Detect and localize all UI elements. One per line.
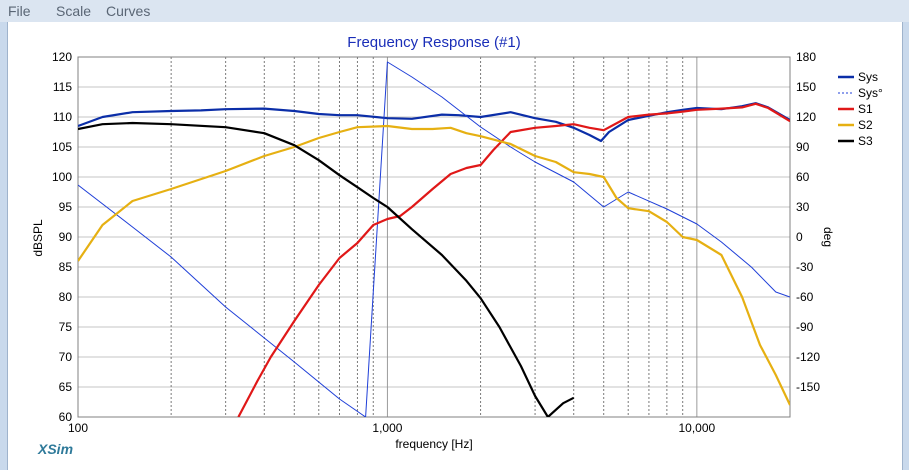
legend-label: Sys° <box>858 86 883 100</box>
legend: Sys Sys° S1 S2 S3 <box>838 70 883 148</box>
series-line-1 <box>78 102 790 143</box>
y2-tick-label: -150 <box>796 380 820 394</box>
series-line-4 <box>78 124 790 406</box>
window-frame-left <box>0 22 8 470</box>
right-axis-tick-labels: -150 -120 -90 -60 -30 0 30 60 90 120 150 180 <box>796 50 820 394</box>
legend-label: S1 <box>858 102 873 116</box>
y-axis-label: dBSPL <box>31 219 45 257</box>
left-axis-tick-labels: 60 65 70 75 80 85 90 95 100 105 110 115 120 <box>52 50 72 424</box>
y-tick-label: 105 <box>52 140 72 154</box>
y-tick-label: 120 <box>52 50 72 64</box>
y2-axis-label: deg <box>821 227 835 247</box>
y2-tick-label: 60 <box>796 170 810 184</box>
y-tick-label: 70 <box>59 350 73 364</box>
y2-tick-label: -120 <box>796 350 820 364</box>
y2-tick-label: 90 <box>796 140 810 154</box>
y2-tick-label: -30 <box>796 260 814 274</box>
y-tick-label: 115 <box>53 80 72 94</box>
menu-curves[interactable]: Curves <box>106 3 151 19</box>
y-tick-label: 90 <box>59 230 73 244</box>
x-tick-label: 100 <box>68 421 88 435</box>
y2-tick-label: -90 <box>796 320 814 334</box>
window-frame-right <box>902 22 909 470</box>
y2-tick-label: 150 <box>796 80 816 94</box>
menu-file[interactable]: File <box>8 3 31 19</box>
xsim-logo: XSim <box>38 441 74 457</box>
legend-label: Sys <box>858 70 878 84</box>
y2-tick-label: 30 <box>796 200 810 214</box>
y-tick-label: 95 <box>59 200 73 214</box>
y2-tick-label: 180 <box>796 50 816 64</box>
y-tick-label: 100 <box>52 170 72 184</box>
plot-area <box>77 56 791 418</box>
x-tick-label: 1,000 <box>372 421 402 435</box>
y-tick-label: 60 <box>59 410 73 424</box>
series-line-3 <box>237 102 790 417</box>
y-tick-label: 80 <box>59 290 73 304</box>
x-axis-label: frequency [Hz] <box>395 437 472 451</box>
x-tick-label: 10,000 <box>679 421 716 435</box>
series-line-2 <box>78 61 790 417</box>
y-tick-label: 75 <box>59 320 73 334</box>
legend-label: S3 <box>858 134 873 148</box>
curves-group <box>78 61 790 417</box>
y2-tick-label: 0 <box>796 230 803 244</box>
x-axis-tick-labels: 100 1,000 10,000 <box>68 421 716 435</box>
series-line-5 <box>78 121 575 417</box>
y-tick-label: 85 <box>59 260 73 274</box>
menu-scale[interactable]: Scale <box>56 3 92 19</box>
y-tick-label: 65 <box>59 380 73 394</box>
chart-title: Frequency Response (#1) <box>347 34 520 51</box>
legend-label: S2 <box>858 118 873 132</box>
y-tick-label: 110 <box>53 110 72 124</box>
y2-tick-label: 120 <box>796 110 816 124</box>
y2-tick-label: -60 <box>796 290 814 304</box>
